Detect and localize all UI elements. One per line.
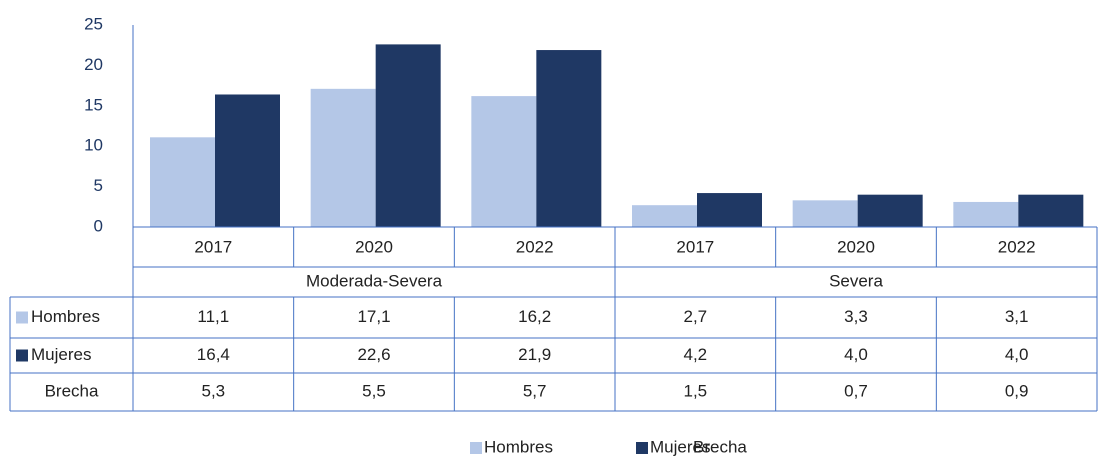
legend-label: Brecha [693, 437, 747, 456]
table-value: 0,7 [844, 381, 868, 400]
table-value: 2,7 [684, 307, 708, 326]
legend-swatch [16, 311, 28, 324]
row-label: Mujeres [31, 345, 91, 364]
bar [953, 201, 1019, 227]
bar [150, 137, 215, 227]
table-value: 4,2 [684, 345, 708, 364]
table-value: 4,0 [1005, 345, 1029, 364]
legend-swatch [470, 442, 482, 454]
y-tick-label: 0 [94, 216, 103, 235]
table-value: 17,1 [357, 307, 390, 326]
x-tick-label: 2017 [194, 237, 232, 256]
table-value: 3,3 [844, 307, 868, 326]
table-value: 11,1 [197, 307, 229, 326]
table-value: 0,9 [1005, 381, 1029, 400]
bar [471, 96, 537, 227]
y-tick-label: 5 [94, 176, 103, 195]
table-value: 4,0 [844, 345, 868, 364]
x-tick-label: 2020 [837, 237, 875, 256]
table-value: 5,5 [362, 381, 386, 400]
bar [215, 94, 280, 227]
y-tick-label: 25 [84, 14, 103, 33]
table-value: 21,9 [518, 345, 551, 364]
y-tick-label: 10 [84, 136, 103, 155]
bar [310, 88, 376, 227]
bar [536, 50, 602, 227]
x-tick-label: 2022 [516, 237, 554, 256]
bar [1018, 194, 1084, 227]
table-value: 22,6 [357, 345, 390, 364]
y-tick-label: 20 [84, 55, 103, 74]
table-value: 5,7 [523, 381, 547, 400]
x-tick-label: 2017 [676, 237, 714, 256]
group-label: Moderada-Severa [306, 271, 443, 290]
bar [857, 194, 923, 227]
bar [792, 200, 858, 227]
legend-swatch [16, 349, 28, 362]
group-label: Severa [829, 271, 883, 290]
bar [632, 205, 697, 227]
bar [697, 193, 762, 227]
table-value: 16,4 [197, 345, 230, 364]
bar [375, 44, 441, 227]
y-tick-label: 15 [84, 95, 103, 114]
table-value: 3,1 [1005, 307, 1029, 326]
legend-label: Mujeres [650, 437, 710, 456]
table-value: 1,5 [684, 381, 708, 400]
x-tick-label: 2022 [998, 237, 1036, 256]
row-label: Hombres [31, 307, 100, 326]
x-tick-label: 2020 [355, 237, 393, 256]
row-label: Brecha [45, 381, 99, 400]
table-value: 16,2 [518, 307, 551, 326]
legend-label: Hombres [484, 437, 553, 456]
legend-swatch [636, 442, 648, 454]
table-value: 5,3 [202, 381, 226, 400]
